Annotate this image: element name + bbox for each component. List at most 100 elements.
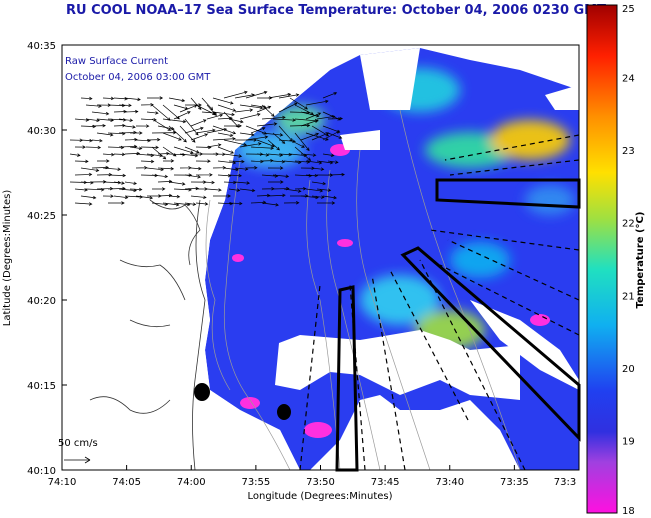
current-vector-arrow <box>124 181 138 186</box>
current-vector-arrow <box>168 181 186 186</box>
current-vector-arrow <box>300 132 320 141</box>
current-vector-arrow <box>327 116 343 121</box>
current-vector-arrow <box>327 172 345 177</box>
current-vector-arrow <box>228 159 245 164</box>
current-vector-arrow <box>267 193 286 198</box>
x-tick-label: 73:55 <box>241 477 270 488</box>
current-vector-arrow <box>102 96 115 101</box>
current-vector-arrow <box>195 202 209 206</box>
current-vector-arrow <box>140 159 155 164</box>
current-vector-arrow <box>272 174 290 179</box>
current-vector-arrow <box>217 173 232 178</box>
colorbar-tick-label: 22 <box>622 219 635 230</box>
x-axis-ticks: 74:10 74:05 74:00 73:55 73:50 73:45 73:40 73:35… <box>48 465 580 488</box>
current-vector-arrow <box>239 188 256 193</box>
colorbar-tick-label: 23 <box>622 146 635 157</box>
colorbar-label: Temperature (°C) <box>635 212 646 309</box>
current-vector-arrow <box>206 113 224 120</box>
current-vector-arrow <box>151 174 169 179</box>
current-vector-arrow <box>245 135 269 141</box>
current-vector-arrow <box>124 97 141 102</box>
current-vector-arrow <box>85 118 100 123</box>
colorbar-tick-label: 20 <box>622 364 635 375</box>
current-vector-arrow <box>311 181 327 186</box>
current-vector-arrow <box>168 194 181 199</box>
current-vector-arrow <box>173 146 194 154</box>
current-vector-arrow <box>151 146 167 160</box>
current-vectors <box>69 90 345 207</box>
current-vector-arrow <box>223 90 248 99</box>
current-vector-arrow <box>289 97 308 110</box>
current-vector-arrow <box>267 166 284 170</box>
current-vector-arrow <box>162 159 175 163</box>
current-vector-arrow <box>96 159 110 163</box>
current-vector-arrow <box>289 139 305 148</box>
current-vector-arrow <box>256 153 270 157</box>
current-vector-arrow <box>228 188 241 192</box>
current-vector-arrow <box>217 146 235 154</box>
current-vector-arrow <box>256 139 275 148</box>
current-vector-arrow <box>124 137 138 142</box>
current-vector-arrow <box>184 186 200 191</box>
current-vector-arrow <box>140 145 159 150</box>
current-vector-arrow <box>206 188 222 192</box>
radar-beam-lines <box>299 134 580 471</box>
current-vector-arrow <box>305 188 324 193</box>
current-vector-arrow <box>190 133 208 141</box>
current-vector-arrow <box>157 151 170 156</box>
current-vector-arrow <box>135 195 154 200</box>
current-vector-arrow <box>234 108 254 113</box>
current-vector-arrow <box>129 187 143 192</box>
current-vector-arrow <box>190 119 207 127</box>
current-vector-arrow <box>80 138 93 143</box>
current-vector-arrow <box>80 180 94 185</box>
current-vector-arrow <box>289 123 311 128</box>
current-vector-arrow <box>124 109 139 114</box>
current-vector-arrow <box>316 114 336 120</box>
current-vector-arrow <box>261 104 275 117</box>
current-vector-arrow <box>267 139 280 151</box>
current-vector-arrow <box>162 132 182 141</box>
current-vector-arrow <box>223 124 242 128</box>
current-vector-arrow <box>146 111 159 115</box>
current-vector-arrow <box>74 202 93 206</box>
x-tick-label: 73:50 <box>306 477 335 488</box>
y-axis-ticks: 40:35 40:30 40:25 40:20 40:15 40:10 <box>27 41 67 477</box>
current-vector-arrow <box>245 90 268 99</box>
station-marker <box>194 383 210 401</box>
current-vector-arrow <box>311 195 325 199</box>
current-vector-arrow <box>206 127 228 134</box>
current-vector-arrow <box>283 201 300 205</box>
current-vector-arrow <box>327 160 339 164</box>
current-vector-arrow <box>96 172 113 177</box>
current-vector-arrow <box>168 125 187 143</box>
colorbar-tick-label: 24 <box>622 74 635 85</box>
current-vector-arrow <box>272 118 296 122</box>
current-vector-arrow <box>322 91 338 99</box>
current-vector-arrow <box>162 202 180 207</box>
current-vector-arrow <box>305 99 329 106</box>
current-vector-arrow <box>107 201 125 205</box>
current-vector-arrow <box>80 96 93 101</box>
current-vector-arrow <box>173 173 193 177</box>
current-vector-arrow <box>74 188 88 192</box>
current-vector-arrow <box>190 166 202 171</box>
current-vector-arrow <box>228 118 244 124</box>
current-vector-arrow <box>223 139 248 147</box>
current-vector-arrow <box>261 158 274 163</box>
current-vector-arrow <box>113 123 126 128</box>
current-vector-arrow <box>278 152 293 157</box>
current-vector-arrow <box>245 166 258 170</box>
current-vector-arrow <box>184 126 204 134</box>
y-tick-label: 40:20 <box>27 296 56 307</box>
current-vector-arrow <box>206 143 222 148</box>
current-vector-arrow <box>135 124 150 128</box>
current-vector-arrow <box>129 131 143 135</box>
current-vector-arrow <box>173 111 191 120</box>
current-vector-arrow <box>69 153 81 157</box>
current-vector-arrow <box>80 167 100 172</box>
y-tick-label: 40:10 <box>27 466 56 477</box>
current-vector-arrow <box>239 112 261 120</box>
current-vector-arrow <box>300 153 317 157</box>
current-vector-arrow <box>239 132 255 137</box>
